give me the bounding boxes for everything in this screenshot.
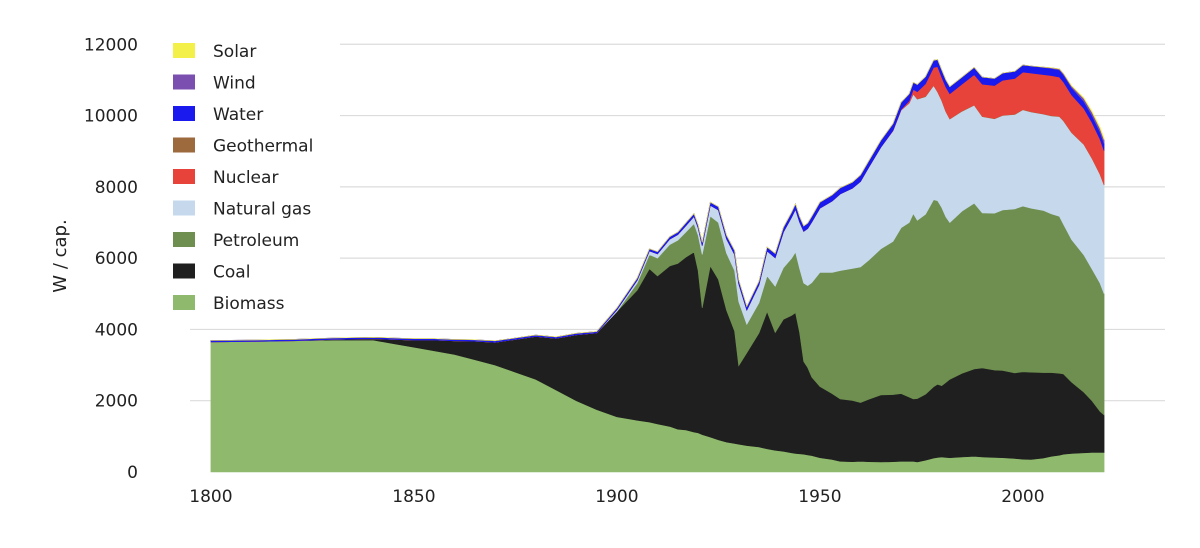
legend-item-nuclear: Nuclear — [173, 168, 278, 188]
legend-label: Natural gas — [213, 200, 311, 220]
y-tick-label: 10000 — [84, 107, 138, 127]
legend-label: Solar — [213, 42, 256, 62]
y-tick-label: 4000 — [95, 320, 138, 340]
legend-swatch — [173, 263, 195, 279]
legend-item-coal: Coal — [173, 263, 250, 283]
legend-swatch — [173, 232, 195, 247]
y-tick-label: 8000 — [95, 178, 138, 198]
legend-swatch — [173, 169, 195, 184]
legend-item-natural-gas: Natural gas — [173, 200, 311, 220]
axis-ticks: 1800 1850 1900 1950 2000 0 2000 4000 6000 8000 100… — [84, 35, 1045, 507]
legend-item-petroleum: Petroleum — [173, 231, 299, 251]
legend-label: Geothermal — [213, 137, 313, 157]
x-tick-label: 1900 — [595, 487, 638, 507]
x-tick-label: 1850 — [392, 487, 435, 507]
legend-swatch — [173, 106, 195, 121]
legend-item-geothermal: Geothermal — [173, 137, 313, 157]
y-tick-label: 0 — [127, 463, 138, 483]
legend-item-wind: Wind — [173, 74, 256, 94]
x-tick-label: 2000 — [1001, 487, 1044, 507]
stacked-areas — [210, 59, 1105, 473]
legend-label: Biomass — [213, 294, 285, 314]
legend-swatch — [173, 74, 195, 90]
y-tick-label: 12000 — [84, 35, 138, 55]
legend-swatch — [173, 200, 195, 216]
legend-swatch — [173, 295, 195, 310]
legend: Solar Wind Water Geothermal Nuclear Natural g… — [173, 42, 313, 314]
y-tick-label: 6000 — [95, 249, 138, 269]
legend-label: Water — [213, 105, 263, 125]
y-tick-label: 2000 — [95, 392, 138, 412]
legend-label: Wind — [213, 74, 256, 94]
x-tick-label: 1800 — [189, 487, 232, 507]
x-tick-label: 1950 — [798, 487, 841, 507]
legend-label: Petroleum — [213, 231, 299, 251]
y-axis-label: W / cap. — [50, 219, 71, 292]
legend-swatch — [173, 43, 195, 58]
legend-item-biomass: Biomass — [173, 294, 285, 314]
legend-item-solar: Solar — [173, 42, 256, 62]
legend-swatch — [173, 137, 195, 153]
legend-item-water: Water — [173, 105, 263, 125]
legend-label: Nuclear — [213, 168, 278, 188]
legend-label: Coal — [213, 263, 250, 283]
area-solar — [210, 59, 1105, 342]
